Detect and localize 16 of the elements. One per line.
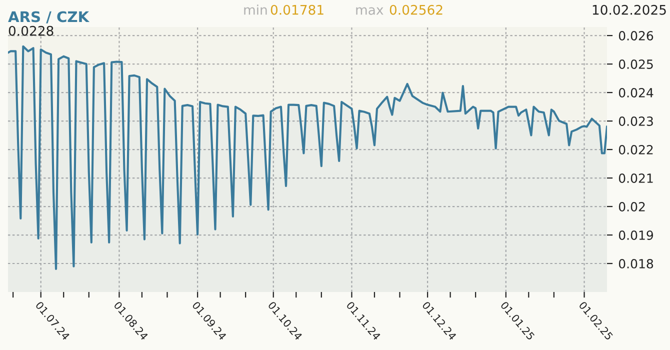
text: 10.02.2025: [592, 4, 666, 15]
y-tick-label: 0.021: [618, 173, 653, 183]
text: max: [356, 7, 384, 15]
y-tick-label: 0.019: [618, 230, 654, 240]
y-tick-label: 0.026: [618, 31, 654, 40]
y-tick-label: 0.018: [618, 258, 654, 268]
chart-title: ARS / CZK: [8, 11, 90, 24]
y-tick-label: 0.025: [618, 60, 653, 69]
text: 0.02562: [390, 4, 442, 15]
text: 0.01781: [270, 4, 324, 15]
y-tick-label: 0.023: [618, 116, 653, 126]
y-tick-label: 0.024: [618, 88, 654, 98]
y-tick-label: 0.022: [618, 145, 653, 154]
text: min: [244, 4, 267, 15]
annotation: 0.0228: [8, 26, 54, 36]
y-tick-label: 0.02: [618, 202, 645, 212]
